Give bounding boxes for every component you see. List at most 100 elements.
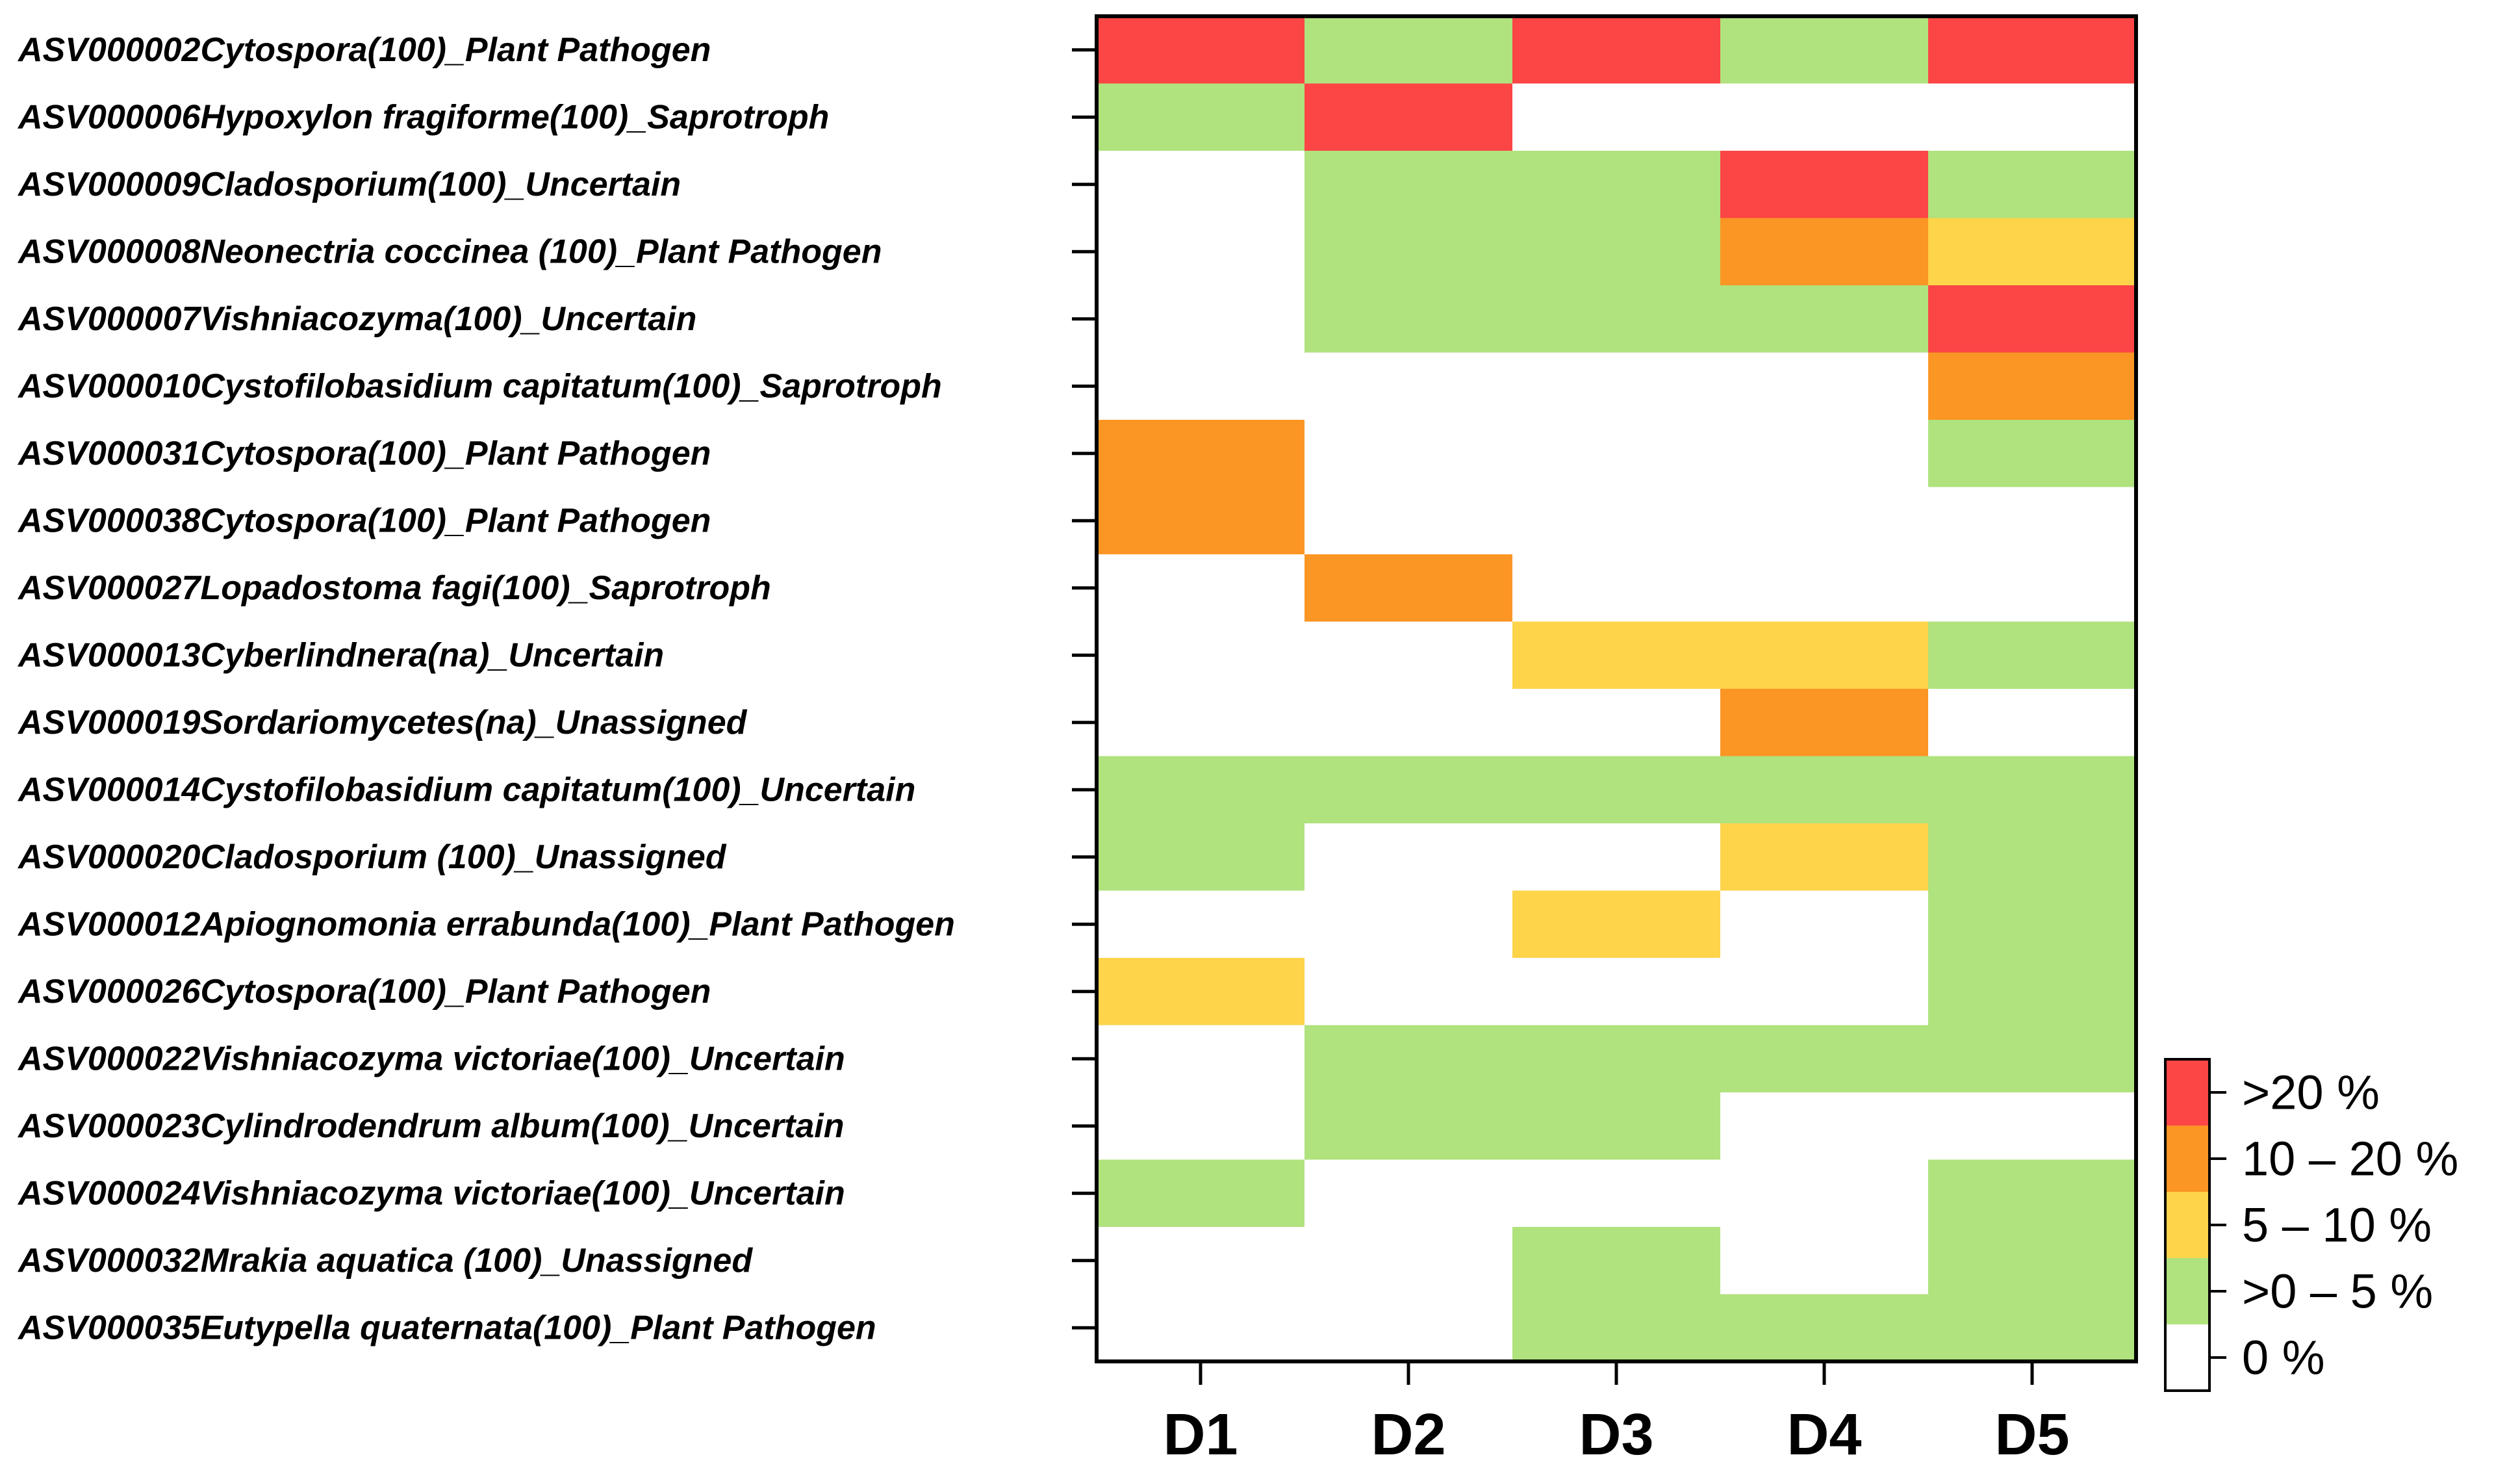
cell-r16-d5 bbox=[1928, 1025, 2137, 1093]
row-label: ASV000007Vishniacozyma(100)_Uncertain bbox=[17, 300, 696, 338]
cell-r14-d5 bbox=[1928, 890, 2137, 959]
cell-r11-d1 bbox=[1097, 689, 1305, 757]
legend-swatch-4 bbox=[2165, 1258, 2209, 1325]
cell-r20-d3 bbox=[1512, 1294, 1721, 1362]
cell-r5-d5 bbox=[1928, 285, 2137, 354]
cell-r20-d5 bbox=[1928, 1294, 2137, 1362]
column-label-d4: D4 bbox=[1787, 1402, 1861, 1467]
cell-r16-d3 bbox=[1512, 1025, 1721, 1093]
column-label-d3: D3 bbox=[1579, 1402, 1653, 1467]
legend-label-1: >20 % bbox=[2242, 1066, 2380, 1120]
row-label: ASV000026Cytospora(100)_Plant Pathogen bbox=[17, 973, 711, 1011]
cell-r14-d1 bbox=[1097, 890, 1305, 959]
cell-r6-d1 bbox=[1097, 352, 1305, 420]
cell-r1-d2 bbox=[1305, 16, 1513, 84]
row-label: ASV000020Cladosporium (100)_Unassigned bbox=[17, 838, 727, 876]
cell-r17-d2 bbox=[1305, 1092, 1513, 1161]
cell-r12-d4 bbox=[1720, 756, 1929, 824]
cell-r14-d2 bbox=[1305, 890, 1513, 959]
cell-r9-d2 bbox=[1305, 554, 1513, 623]
legend-label-2: 10 – 20 % bbox=[2242, 1132, 2458, 1186]
cell-r15-d3 bbox=[1512, 958, 1721, 1026]
cell-r3-d1 bbox=[1097, 151, 1305, 219]
legend-label-4: >0 – 5 % bbox=[2242, 1265, 2433, 1319]
cell-r3-d4 bbox=[1720, 151, 1929, 219]
cell-r7-d4 bbox=[1720, 420, 1929, 488]
cell-r4-d3 bbox=[1512, 218, 1721, 286]
column-labels: D1 D2 D3 D4 D5 bbox=[1163, 1402, 2069, 1467]
legend-label-3: 5 – 10 % bbox=[2242, 1198, 2432, 1252]
cell-r3-d3 bbox=[1512, 151, 1721, 219]
legend-swatch-1 bbox=[2165, 1059, 2209, 1126]
cell-r18-d5 bbox=[1928, 1159, 2137, 1228]
legend-label-5: 0 % bbox=[2242, 1331, 2325, 1385]
row-label: ASV000019Sordariomycetes(na)_Unassigned bbox=[17, 704, 748, 741]
cell-r19-d2 bbox=[1305, 1227, 1513, 1295]
column-ticks bbox=[1199, 1361, 2034, 1385]
cell-r19-d5 bbox=[1928, 1227, 2137, 1295]
cell-r5-d2 bbox=[1305, 285, 1513, 354]
row-label: ASV000024Vishniacozyma victoriae(100)_Un… bbox=[17, 1174, 845, 1212]
cell-r18-d1 bbox=[1097, 1159, 1305, 1228]
row-label: ASV000012Apiognomonia errabunda(100)_Pla… bbox=[17, 905, 955, 943]
cell-r10-d2 bbox=[1305, 621, 1513, 689]
cell-r15-d2 bbox=[1305, 958, 1513, 1026]
row-label: ASV000013Cyberlindnera(na)_Uncertain bbox=[17, 636, 664, 674]
cell-r11-d2 bbox=[1305, 689, 1513, 757]
cell-r19-d3 bbox=[1512, 1227, 1721, 1295]
cell-r4-d5 bbox=[1928, 218, 2137, 286]
cell-r1-d3 bbox=[1512, 16, 1721, 84]
cell-r9-d4 bbox=[1720, 554, 1929, 623]
cell-r2-d1 bbox=[1097, 83, 1305, 151]
column-label-d1: D1 bbox=[1163, 1402, 1238, 1467]
cell-r5-d1 bbox=[1097, 285, 1305, 354]
cell-r6-d5 bbox=[1928, 352, 2137, 420]
cell-r20-d1 bbox=[1097, 1294, 1305, 1362]
column-label-d2: D2 bbox=[1371, 1402, 1445, 1467]
cell-r9-d5 bbox=[1928, 554, 2137, 623]
cell-r14-d3 bbox=[1512, 890, 1721, 959]
cell-r15-d5 bbox=[1928, 958, 2137, 1026]
row-label: ASV000027Lopadostoma fagi(100)_Saprotrop… bbox=[17, 569, 771, 607]
cell-r17-d5 bbox=[1928, 1092, 2137, 1161]
cell-r17-d1 bbox=[1097, 1092, 1305, 1161]
row-label: ASV000008Neonectria coccinea (100)_Plant… bbox=[17, 233, 882, 270]
column-label-d5: D5 bbox=[1994, 1402, 2069, 1467]
cell-r1-d1 bbox=[1097, 16, 1305, 84]
row-label: ASV000032Mrakia aquatica (100)_Unassigne… bbox=[17, 1242, 753, 1280]
cell-r5-d4 bbox=[1720, 285, 1929, 354]
cell-r11-d3 bbox=[1512, 689, 1721, 757]
cell-r6-d3 bbox=[1512, 352, 1721, 420]
row-label: ASV000010Cystofilobasidium capitatum(100… bbox=[17, 367, 942, 405]
cell-r12-d1 bbox=[1097, 756, 1305, 824]
row-label: ASV000002Cytospora(100)_Plant Pathogen bbox=[17, 31, 711, 69]
legend: >20 % 10 – 20 % 5 – 10 % >0 – 5 % 0 % bbox=[2164, 1058, 2458, 1392]
cell-r8-d5 bbox=[1928, 487, 2137, 555]
cell-r18-d3 bbox=[1512, 1159, 1721, 1228]
cell-r13-d2 bbox=[1305, 823, 1513, 892]
cell-r13-d3 bbox=[1512, 823, 1721, 892]
cell-r20-d2 bbox=[1305, 1294, 1513, 1362]
row-labels: ASV000002Cytospora(100)_Plant Pathogen AS… bbox=[17, 31, 955, 1347]
cell-r18-d2 bbox=[1305, 1159, 1513, 1228]
cell-r8-d1 bbox=[1097, 487, 1305, 555]
cell-r15-d4 bbox=[1720, 958, 1929, 1026]
cell-r17-d3 bbox=[1512, 1092, 1721, 1161]
cell-r13-d5 bbox=[1928, 823, 2137, 892]
cell-r6-d2 bbox=[1305, 352, 1513, 420]
row-label: ASV000023Cylindrodendrum album(100)_Unce… bbox=[17, 1107, 845, 1145]
cell-r13-d1 bbox=[1097, 823, 1305, 892]
cell-r12-d5 bbox=[1928, 756, 2137, 824]
cell-r5-d3 bbox=[1512, 285, 1721, 354]
cell-r14-d4 bbox=[1720, 890, 1929, 959]
cell-r4-d4 bbox=[1720, 218, 1929, 286]
cell-r2-d2 bbox=[1305, 83, 1513, 151]
cell-r20-d4 bbox=[1720, 1294, 1929, 1362]
cell-r13-d4 bbox=[1720, 823, 1929, 892]
cell-r10-d5 bbox=[1928, 621, 2137, 689]
row-label: ASV000006Hypoxylon fragiforme(100)_Sapro… bbox=[17, 98, 829, 136]
cell-r12-d2 bbox=[1305, 756, 1513, 824]
cell-r10-d4 bbox=[1720, 621, 1929, 689]
cell-r16-d1 bbox=[1097, 1025, 1305, 1093]
